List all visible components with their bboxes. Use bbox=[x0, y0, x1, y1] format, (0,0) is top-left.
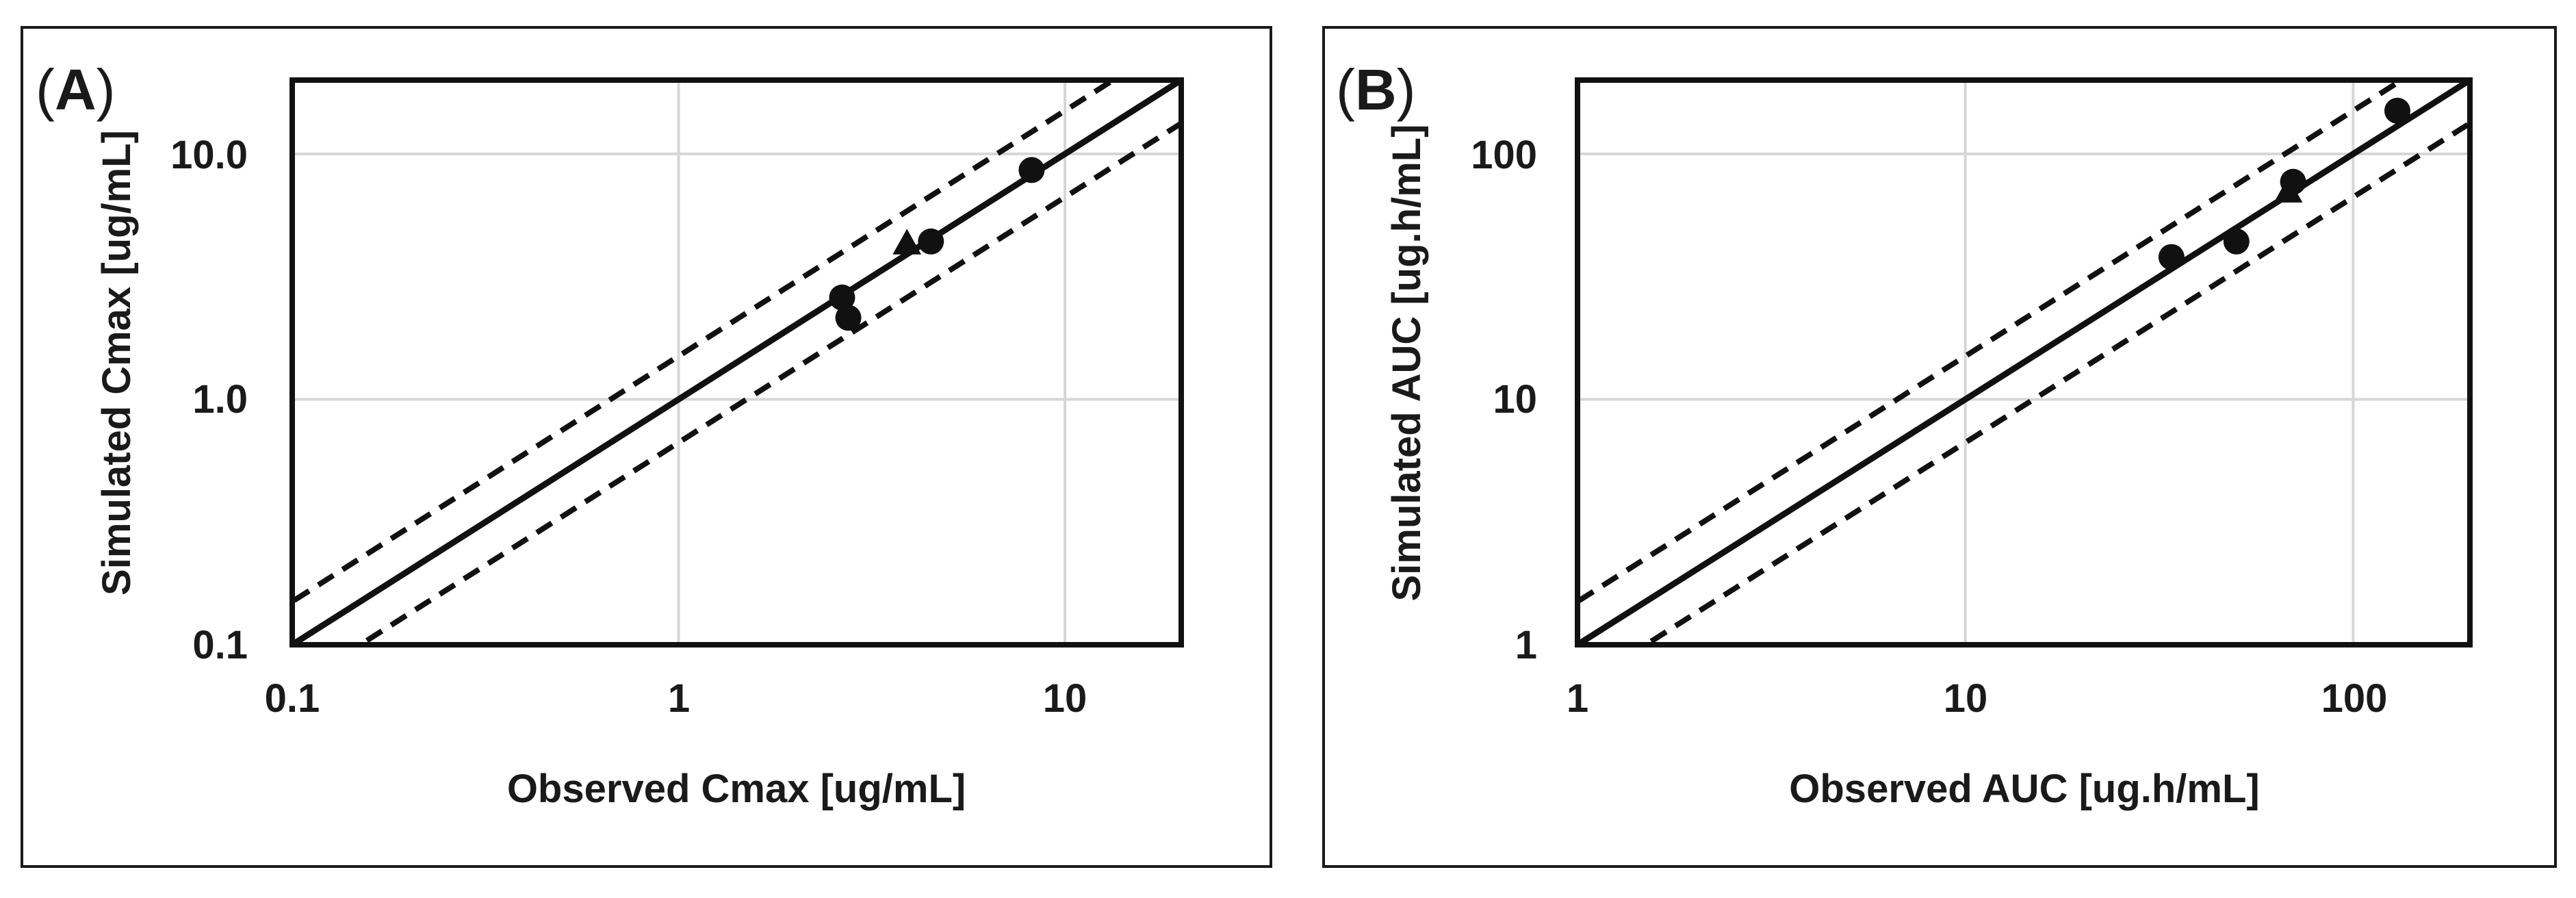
panel-b-xtick-0: 1 bbox=[1567, 676, 1588, 721]
panel-b-ytick-0: 1 bbox=[1515, 623, 1537, 667]
panel-a-upper-1.5-fold bbox=[292, 80, 1119, 605]
panel-b-reference-lines bbox=[1577, 80, 2470, 645]
panel-a-point-circle-2 bbox=[918, 228, 944, 255]
panel-a-xtick-2: 10 bbox=[1043, 676, 1087, 721]
panel-b-upper-1.5-fold bbox=[1577, 80, 2407, 605]
panel-b-lower-1.5-fold bbox=[1640, 120, 2470, 645]
panel-b-xtick-2: 100 bbox=[2321, 676, 2388, 721]
panel-a-y-axis-label: Simulated Cmax [ug/mL] bbox=[94, 130, 139, 595]
panel-a-point-triangle-0 bbox=[892, 229, 922, 255]
panel-b-y-axis-label: Simulated AUC [ug.h/mL] bbox=[1384, 124, 1429, 601]
panel-b-plot-border bbox=[1575, 77, 2473, 647]
panel-b-ytick-1: 10 bbox=[1493, 377, 1537, 422]
panel-a-lower-1.5-fold bbox=[355, 120, 1181, 645]
panel-a-xtick-0: 0.1 bbox=[265, 676, 320, 721]
panel-b-data-points bbox=[2158, 97, 2410, 270]
panel-b-xtick-1: 10 bbox=[1944, 676, 1988, 721]
panel-a-ytick-2: 10.0 bbox=[170, 133, 248, 177]
panel-b-ytick-2: 100 bbox=[1471, 133, 1537, 177]
panel-a-plot-area bbox=[289, 77, 1184, 647]
panel-b-point-circle-0 bbox=[2158, 244, 2185, 270]
panel-a-point-circle-3 bbox=[1018, 157, 1045, 183]
panel-a-ytick-1: 1.0 bbox=[192, 377, 248, 422]
panel-b-x-axis-label: Observed AUC [ug.h/mL] bbox=[1789, 767, 2259, 811]
panel-b-plot-area bbox=[1575, 77, 2473, 647]
panel-b-frame bbox=[1322, 26, 2557, 868]
panel-b-point-triangle-0 bbox=[2274, 177, 2303, 203]
panel-a-line-of-unity bbox=[292, 80, 1181, 645]
panel-a-ytick-0: 0.1 bbox=[192, 623, 248, 667]
panel-b-line-of-unity bbox=[1577, 80, 2470, 645]
panel-a-reference-lines bbox=[292, 80, 1181, 645]
panel-b-point-circle-3 bbox=[2384, 97, 2410, 124]
panel-a-data-points bbox=[829, 157, 1045, 331]
panel-b-letter: (B) bbox=[1336, 57, 1416, 122]
panel-b: (B) 1 10 100 1 10 100 Observed AUC [ug.h… bbox=[1322, 26, 2557, 868]
panel-a-letter: (A) bbox=[36, 57, 116, 122]
panel-a-x-axis-label: Observed Cmax [ug/mL] bbox=[507, 767, 966, 811]
panel-a-frame bbox=[21, 26, 1272, 868]
panel-a-point-circle-1 bbox=[835, 305, 862, 331]
panel-b-point-circle-1 bbox=[2223, 228, 2250, 255]
panel-a: (A) 0.1 1.0 10.0 0.1 1 10 Observed Cmax … bbox=[21, 26, 1272, 868]
panel-a-point-circle-0 bbox=[829, 284, 855, 311]
panel-a-plot-border bbox=[289, 77, 1184, 647]
panel-a-xtick-1: 1 bbox=[668, 676, 690, 721]
